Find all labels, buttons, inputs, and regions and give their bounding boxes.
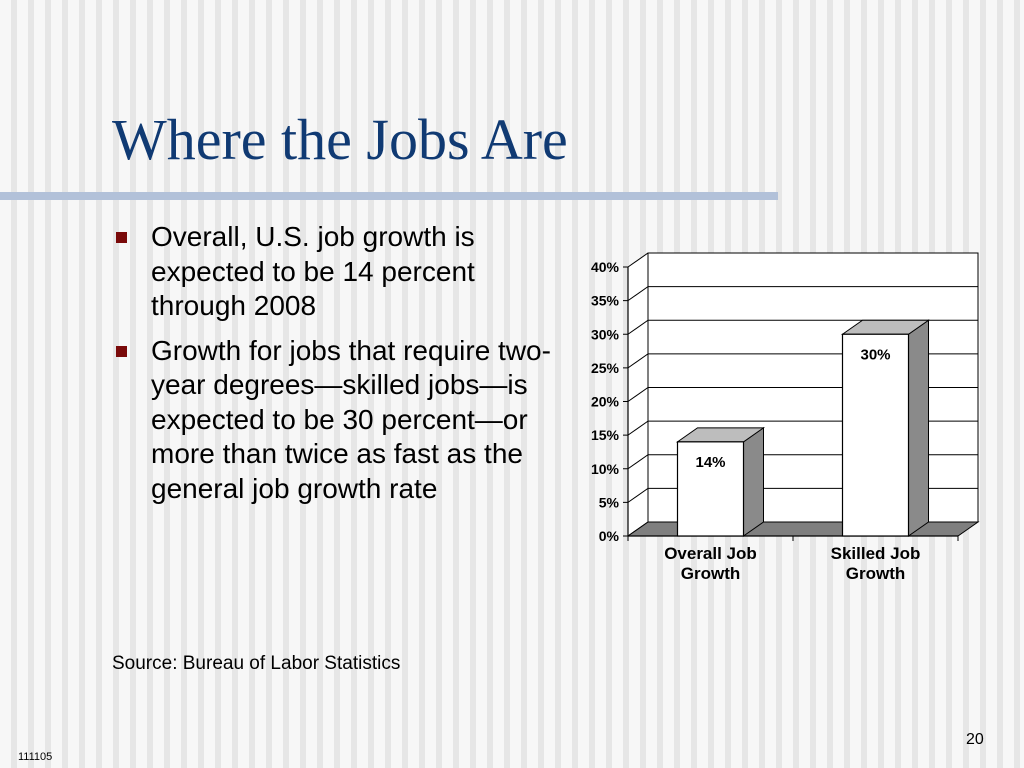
y-tick-label: 10% [591,461,620,477]
y-tick-label: 15% [591,427,620,443]
gridline [627,252,978,268]
bullet-text: Growth for jobs that require two-year de… [151,334,551,504]
page-number: 20 [966,731,984,748]
title-divider [0,192,778,200]
y-tick-label: 0% [599,528,620,544]
bar-data-label: 30% [860,346,890,363]
source-note: Source: Bureau of Labor Statistics [112,653,401,674]
bar [676,441,745,537]
y-tick-label: 30% [591,326,620,342]
bar-side [908,319,929,537]
bullet-list: Overall, U.S. job growth is expected to … [112,220,552,506]
growth-bar-chart: 0% 5% 10% 15% 20% 25% 30% 35% 40% 14% 30% [591,252,980,544]
x-category-label: Overall Job Growth [664,544,757,583]
slide-code: 111105 [18,751,53,763]
bullet-square-icon [116,232,127,243]
bullet-text: Overall, U.S. job growth is expected to … [151,221,475,321]
bullet-square-icon [116,345,127,357]
slide-title: Where the Jobs Are [112,107,568,172]
y-tick-label: 5% [599,494,620,510]
bar-side [743,426,764,537]
x-category-label: Skilled Job Growth [830,544,921,583]
y-tick-label: 40% [591,259,620,275]
bar [841,333,910,537]
y-tick-label: 20% [591,394,620,410]
bullet-item: Growth for jobs that require two-year de… [112,334,552,507]
y-tick-label: 25% [591,360,620,376]
bullet-item: Overall, U.S. job growth is expected to … [112,220,552,324]
bar-data-label: 14% [695,454,725,471]
gridline [627,286,978,302]
y-tick-label: 35% [591,293,620,309]
